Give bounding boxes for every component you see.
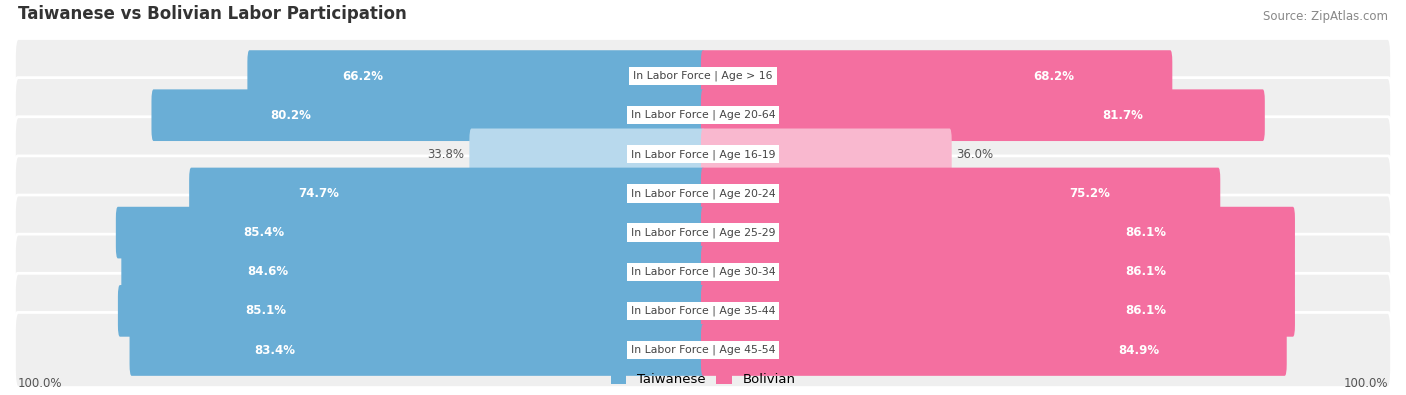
Legend: Taiwanese, Bolivian: Taiwanese, Bolivian — [610, 373, 796, 386]
Text: 84.6%: 84.6% — [247, 265, 288, 278]
FancyBboxPatch shape — [14, 234, 1392, 309]
FancyBboxPatch shape — [121, 246, 704, 297]
FancyBboxPatch shape — [702, 246, 1295, 297]
Text: Taiwanese vs Bolivian Labor Participation: Taiwanese vs Bolivian Labor Participatio… — [18, 5, 406, 23]
Text: In Labor Force | Age > 16: In Labor Force | Age > 16 — [633, 71, 773, 81]
Text: 66.2%: 66.2% — [342, 70, 384, 83]
Text: In Labor Force | Age 45-54: In Labor Force | Age 45-54 — [631, 345, 775, 355]
FancyBboxPatch shape — [118, 285, 704, 337]
FancyBboxPatch shape — [702, 128, 952, 180]
FancyBboxPatch shape — [702, 50, 1173, 102]
FancyBboxPatch shape — [14, 78, 1392, 153]
Text: 68.2%: 68.2% — [1033, 70, 1074, 83]
FancyBboxPatch shape — [152, 89, 704, 141]
Text: 86.1%: 86.1% — [1125, 305, 1166, 317]
Text: Source: ZipAtlas.com: Source: ZipAtlas.com — [1263, 10, 1388, 23]
Text: In Labor Force | Age 30-34: In Labor Force | Age 30-34 — [631, 267, 775, 277]
FancyBboxPatch shape — [247, 50, 704, 102]
Text: 86.1%: 86.1% — [1125, 265, 1166, 278]
Text: In Labor Force | Age 20-24: In Labor Force | Age 20-24 — [631, 188, 775, 199]
Text: 33.8%: 33.8% — [427, 148, 464, 161]
FancyBboxPatch shape — [14, 117, 1392, 192]
FancyBboxPatch shape — [702, 285, 1295, 337]
FancyBboxPatch shape — [14, 273, 1392, 348]
FancyBboxPatch shape — [702, 167, 1220, 219]
Text: 85.4%: 85.4% — [243, 226, 285, 239]
Text: 81.7%: 81.7% — [1102, 109, 1143, 122]
Text: 74.7%: 74.7% — [298, 187, 340, 200]
FancyBboxPatch shape — [14, 38, 1392, 114]
FancyBboxPatch shape — [190, 167, 704, 219]
FancyBboxPatch shape — [470, 128, 704, 180]
Text: 86.1%: 86.1% — [1125, 226, 1166, 239]
Text: In Labor Force | Age 25-29: In Labor Force | Age 25-29 — [631, 228, 775, 238]
Text: 75.2%: 75.2% — [1069, 187, 1109, 200]
Text: In Labor Force | Age 35-44: In Labor Force | Age 35-44 — [631, 306, 775, 316]
Text: 85.1%: 85.1% — [245, 305, 287, 317]
FancyBboxPatch shape — [14, 312, 1392, 387]
FancyBboxPatch shape — [702, 207, 1295, 258]
Text: 100.0%: 100.0% — [1344, 377, 1388, 390]
FancyBboxPatch shape — [129, 324, 704, 376]
FancyBboxPatch shape — [702, 89, 1265, 141]
FancyBboxPatch shape — [115, 207, 704, 258]
Text: 83.4%: 83.4% — [254, 344, 295, 357]
Text: 100.0%: 100.0% — [18, 377, 62, 390]
Text: In Labor Force | Age 16-19: In Labor Force | Age 16-19 — [631, 149, 775, 160]
FancyBboxPatch shape — [14, 156, 1392, 231]
Text: 80.2%: 80.2% — [270, 109, 311, 122]
Text: In Labor Force | Age 20-64: In Labor Force | Age 20-64 — [631, 110, 775, 120]
FancyBboxPatch shape — [14, 195, 1392, 270]
FancyBboxPatch shape — [702, 324, 1286, 376]
Text: 36.0%: 36.0% — [956, 148, 994, 161]
Text: 84.9%: 84.9% — [1119, 344, 1160, 357]
